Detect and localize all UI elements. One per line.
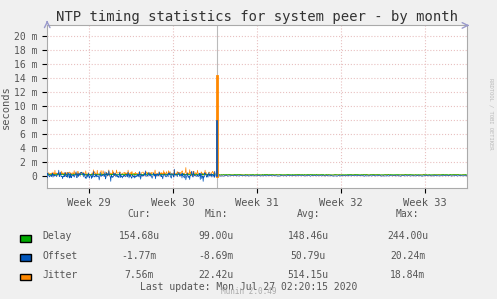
Text: Min:: Min:: [204, 209, 228, 219]
Text: Avg:: Avg:: [296, 209, 320, 219]
Text: -8.69m: -8.69m: [199, 251, 234, 261]
Text: Last update: Mon Jul 27 02:20:15 2020: Last update: Mon Jul 27 02:20:15 2020: [140, 282, 357, 292]
Text: 244.00u: 244.00u: [387, 231, 428, 241]
Text: Delay: Delay: [42, 231, 72, 241]
Text: 514.15u: 514.15u: [288, 270, 329, 280]
Text: 18.84m: 18.84m: [390, 270, 425, 280]
Text: 99.00u: 99.00u: [199, 231, 234, 241]
Text: Jitter: Jitter: [42, 270, 78, 280]
Text: 7.56m: 7.56m: [124, 270, 154, 280]
Text: 154.68u: 154.68u: [119, 231, 160, 241]
Text: RRDTOOL / TOBI OETIKER: RRDTOOL / TOBI OETIKER: [489, 78, 494, 150]
Text: Cur:: Cur:: [127, 209, 151, 219]
Text: 50.79u: 50.79u: [291, 251, 326, 261]
Text: Offset: Offset: [42, 251, 78, 261]
Title: NTP timing statistics for system peer - by month: NTP timing statistics for system peer - …: [56, 10, 458, 24]
Text: -1.77m: -1.77m: [122, 251, 157, 261]
Y-axis label: seconds: seconds: [1, 85, 11, 129]
Text: 22.42u: 22.42u: [199, 270, 234, 280]
Text: Munin 2.0.49: Munin 2.0.49: [221, 287, 276, 296]
Text: 20.24m: 20.24m: [390, 251, 425, 261]
Text: 148.46u: 148.46u: [288, 231, 329, 241]
Text: Max:: Max:: [396, 209, 419, 219]
